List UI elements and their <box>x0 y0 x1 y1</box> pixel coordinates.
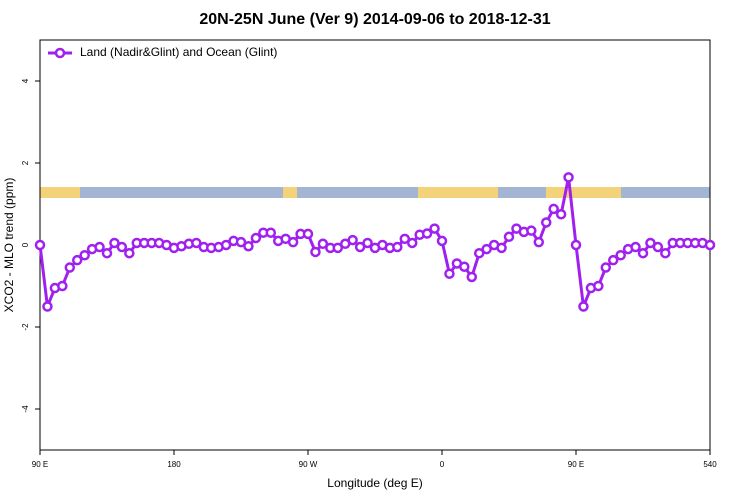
point <box>79 250 90 261</box>
point <box>42 301 53 312</box>
point <box>615 250 626 261</box>
x-tick-label: 90 E <box>568 460 584 469</box>
chart-title: 20N-25N June (Ver 9) 2014-09-06 to 2018-… <box>199 11 550 28</box>
point <box>563 172 574 183</box>
point <box>466 271 478 283</box>
point <box>429 223 440 234</box>
point <box>607 254 619 266</box>
point <box>660 247 671 259</box>
point <box>250 232 262 244</box>
point <box>652 241 664 253</box>
x-tick-label: 180 <box>167 460 181 469</box>
point <box>124 247 135 259</box>
x-tick-label: 90 E <box>32 460 48 469</box>
y-tick-label: 4 <box>21 78 30 83</box>
point <box>526 225 537 236</box>
y-tick-label: 0 <box>21 242 30 247</box>
point <box>578 301 589 312</box>
point <box>704 239 716 251</box>
point <box>399 233 411 245</box>
point <box>347 234 358 246</box>
point <box>302 228 314 240</box>
point <box>220 239 232 251</box>
point <box>243 240 254 252</box>
point <box>64 262 76 273</box>
point <box>444 268 455 279</box>
y-tick-label: -4 <box>21 405 30 413</box>
point <box>630 241 641 253</box>
point <box>57 280 68 292</box>
point <box>593 280 604 292</box>
point <box>287 236 299 248</box>
point <box>332 242 344 254</box>
point <box>109 237 120 249</box>
legend-label: Land (Nadir&Glint) and Ocean (Glint) <box>80 45 277 59</box>
x-tick-label: 0 <box>440 460 445 469</box>
y-tick-label: 2 <box>21 160 30 165</box>
point <box>191 237 202 249</box>
point <box>540 217 552 228</box>
y-axis-label: XCO2 - MLO trend (ppm) <box>2 178 16 313</box>
point <box>481 243 492 255</box>
x-axis-label: Longitude (deg E) <box>327 476 422 490</box>
point <box>436 235 448 247</box>
point <box>570 239 582 251</box>
point <box>362 237 373 249</box>
point <box>600 262 612 273</box>
x-tick-label: 90 W <box>299 460 318 469</box>
point <box>555 209 567 220</box>
point <box>116 241 128 253</box>
point <box>317 238 329 250</box>
point <box>94 241 105 253</box>
point <box>459 261 470 272</box>
point <box>392 241 403 253</box>
y-tick-label: -2 <box>21 323 30 331</box>
point <box>421 228 433 239</box>
point <box>496 242 507 254</box>
point <box>473 247 485 259</box>
point <box>310 246 321 258</box>
x-tick-label: 540 <box>703 460 717 469</box>
point <box>101 247 113 259</box>
point <box>34 239 46 251</box>
legend-marker <box>54 47 66 59</box>
point <box>548 203 559 215</box>
map-strip <box>40 187 710 198</box>
point <box>503 231 515 243</box>
point <box>71 254 83 266</box>
point <box>354 241 366 253</box>
point <box>637 247 649 259</box>
point <box>645 237 656 249</box>
point <box>235 236 247 248</box>
point <box>533 236 545 248</box>
point <box>406 237 418 249</box>
point <box>265 227 277 238</box>
